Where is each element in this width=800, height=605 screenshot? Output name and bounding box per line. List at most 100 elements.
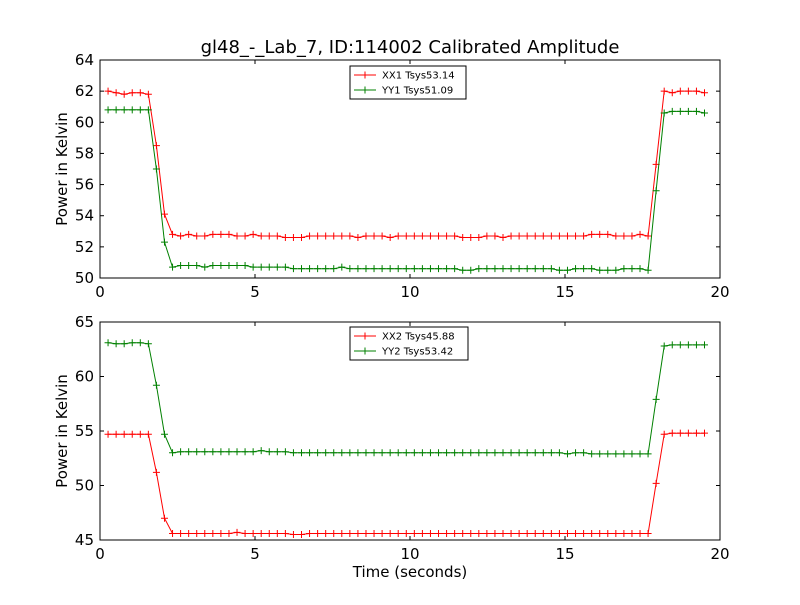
panel1-data-point — [128, 106, 136, 114]
panel2-data-point — [491, 529, 499, 537]
panel1-series-markers-2 — [104, 106, 708, 274]
panel1-data-point — [418, 232, 426, 240]
panel1-data-point — [233, 232, 241, 240]
panel1-data-point — [660, 109, 668, 117]
panel2-data-point — [362, 529, 370, 537]
panel2-legend-marker-1 — [361, 332, 369, 340]
panel1-data-point — [443, 265, 451, 273]
panel2-data-point — [201, 448, 209, 456]
panel2-data-point — [362, 449, 370, 457]
panel1-data-point — [459, 266, 467, 274]
panel1-data-point — [249, 263, 257, 271]
panel2-data-point — [233, 528, 241, 536]
panel2-data-point — [555, 449, 563, 457]
panel2-data-point — [298, 531, 305, 539]
panel2-data-point — [539, 529, 547, 537]
panel1-data-point — [515, 232, 523, 240]
panel2-data-point — [177, 529, 185, 537]
panel2-data-point — [112, 340, 120, 348]
panel1-data-point — [394, 232, 402, 240]
panel2-data-point — [531, 529, 539, 537]
chart-title: gl48_-_Lab_7, ID:114002 Calibrated Ampli… — [201, 37, 620, 58]
panel1-data-point — [298, 265, 305, 273]
panel1-data-point — [354, 234, 362, 242]
panel1-data-point — [346, 265, 354, 273]
panel1-x-tick-label: 10 — [400, 283, 419, 301]
panel2-data-point — [265, 529, 273, 537]
panel1-data-point — [112, 89, 120, 97]
panel1-legend-label-2: YY1 Tsys51.09 — [381, 86, 453, 97]
panel1-data-point — [451, 265, 459, 273]
panel2-data-point — [338, 529, 346, 537]
panel2-data-point — [459, 449, 467, 457]
panel1-data-point — [596, 266, 604, 274]
panel1-data-point — [451, 232, 459, 240]
panel1-legend-marker-2 — [361, 86, 369, 94]
panel2-x-tick-label: 20 — [710, 545, 729, 563]
panel2-data-point — [394, 449, 402, 457]
panel2-data-point — [249, 529, 257, 537]
panel1-data-point — [136, 89, 144, 97]
panel2-data-point — [636, 450, 644, 458]
panel1-data-point — [507, 265, 515, 273]
panel2-data-point — [483, 449, 491, 457]
panel1-data-point — [668, 107, 676, 115]
panel1-data-point — [499, 234, 507, 242]
panel1-data-point — [144, 90, 152, 98]
panel2-data-point — [241, 448, 249, 456]
panel1-y-tick-label: 64 — [75, 51, 94, 69]
panel2-data-point — [185, 529, 193, 537]
panel2-data-point — [169, 449, 177, 457]
panel2-data-point — [676, 341, 684, 349]
panel1-data-point — [459, 234, 467, 242]
panel1-data-point — [636, 265, 644, 273]
panel1-data-point — [628, 232, 636, 240]
panel1-data-point — [620, 265, 628, 273]
panel1-data-point — [362, 232, 370, 240]
panel2-data-point — [435, 449, 443, 457]
panel1-data-point — [322, 265, 330, 273]
panel2-data-point — [418, 449, 426, 457]
panel1-data-point — [701, 109, 708, 117]
panel1-data-point — [177, 232, 185, 240]
panel1-data-point — [491, 265, 499, 273]
panel2-data-point — [515, 529, 523, 537]
panel1-data-point — [169, 263, 177, 271]
panel1-y-tick-label: 52 — [75, 238, 94, 256]
panel2-y-tick-label: 65 — [75, 313, 94, 331]
panel1-data-point — [209, 230, 217, 238]
panel1-data-point — [281, 263, 289, 271]
panel1-data-point — [604, 266, 612, 274]
panel2-data-point — [136, 339, 144, 347]
panel1-data-point — [604, 230, 612, 238]
panel1-data-point — [435, 265, 443, 273]
panel1-data-point — [265, 232, 273, 240]
panel1-data-point — [426, 232, 434, 240]
panel1-data-point — [201, 263, 209, 271]
panel1-data-point — [217, 230, 225, 238]
panel2-data-point — [563, 529, 571, 537]
panel1-data-point — [185, 262, 193, 270]
panel2-data-point — [160, 514, 168, 522]
panel2-data-point — [209, 448, 217, 456]
panel1-data-point — [225, 262, 233, 270]
panel2-data-point — [257, 447, 265, 455]
panel1-data-point — [330, 265, 338, 273]
panel2-data-point — [338, 449, 346, 457]
panel2-data-point — [596, 529, 604, 537]
panel1-data-point — [281, 234, 289, 242]
panel1-data-point — [273, 263, 281, 271]
panel2-data-point — [193, 529, 201, 537]
panel1-data-point — [628, 265, 636, 273]
panel2-data-point — [491, 449, 499, 457]
panel2-data-point — [330, 449, 338, 457]
panel1-data-point — [531, 232, 539, 240]
panel2-data-point — [660, 342, 668, 350]
panel1-y-tick-label: 50 — [75, 269, 94, 287]
panel2-data-point — [660, 430, 668, 438]
panel1-data-point — [507, 232, 515, 240]
panel1-data-point — [547, 265, 555, 273]
panel2-data-point — [604, 529, 612, 537]
panel1-legend-label-1: XX1 Tsys53.14 — [382, 71, 455, 82]
panel1-data-point — [185, 230, 193, 238]
